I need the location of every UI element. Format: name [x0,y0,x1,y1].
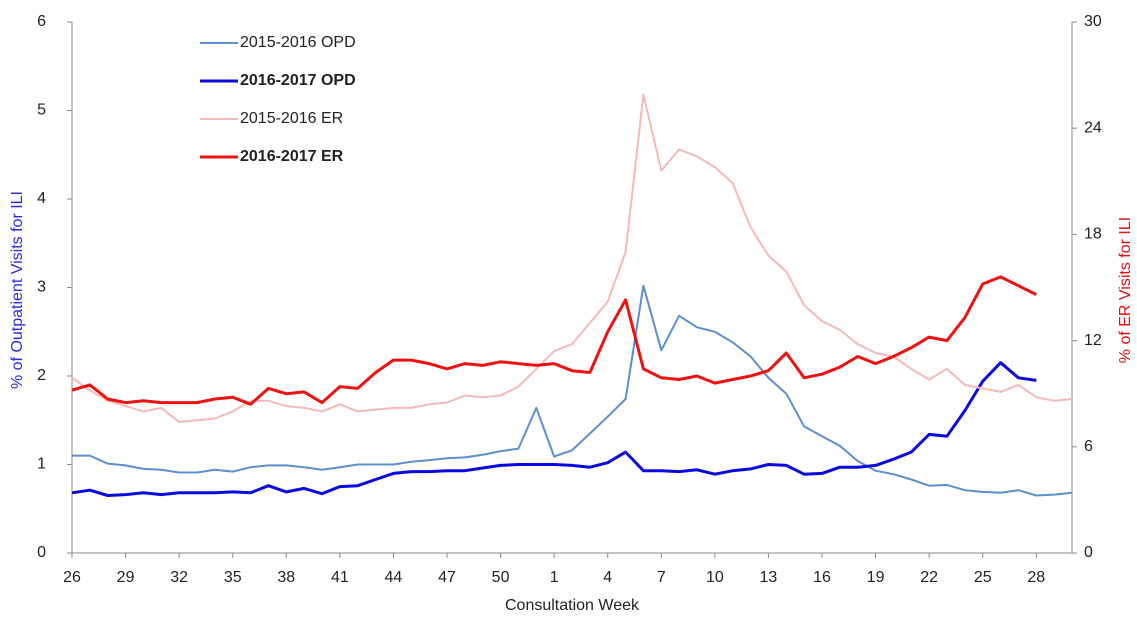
y2-tick-label: 18 [1084,226,1102,243]
y-tick-label: 2 [37,367,46,384]
x-tick-label: 16 [813,569,831,586]
y2-axis-label: % of ER Visits for ILI [1117,217,1134,363]
y2-tick-label: 24 [1084,119,1102,136]
legend-label: 2016-2017 OPD [240,72,356,89]
x-tick-label: 25 [974,569,992,586]
series-line [71,361,1037,497]
y-axis-label: % of Outpatient Visits for ILI [9,191,26,389]
x-tick-label: 13 [760,569,778,586]
series-line [72,284,1073,497]
x-tick-label: 50 [492,569,510,586]
x-axis-label: Consultation Week [505,597,640,614]
series-line [71,275,1037,406]
x-tick-label: 47 [438,569,456,586]
x-tick-label: 44 [385,569,403,586]
legend-label: 2015-2016 ER [240,110,343,127]
legend-label: 2016-2017 ER [240,148,344,165]
x-tick-label: 10 [706,569,724,586]
x-tick-label: 29 [117,569,135,586]
y-tick-label: 5 [37,102,46,119]
y-tick-label: 4 [37,190,46,207]
x-tick-label: 35 [224,569,242,586]
x-tick-label: 28 [1027,569,1045,586]
y2-tick-label: 12 [1084,332,1102,349]
y2-tick-label: 30 [1084,13,1102,30]
x-tick-label: 4 [603,569,612,586]
x-tick-label: 19 [867,569,885,586]
x-tick-label: 41 [331,569,349,586]
y2-tick-label: 0 [1084,544,1093,561]
y-tick-label: 6 [37,13,46,30]
legend-label: 2015-2016 OPD [240,34,356,51]
x-tick-label: 32 [170,569,188,586]
x-tick-label: 22 [920,569,938,586]
series-line [71,93,1073,423]
y-tick-label: 3 [37,279,46,296]
x-tick-label: 7 [657,569,666,586]
x-tick-label: 26 [63,569,81,586]
x-tick-label: 1 [550,569,559,586]
x-tick-label: 38 [277,569,295,586]
y-tick-label: 1 [37,456,46,473]
y-tick-label: 0 [37,544,46,561]
y2-tick-label: 6 [1084,438,1093,455]
